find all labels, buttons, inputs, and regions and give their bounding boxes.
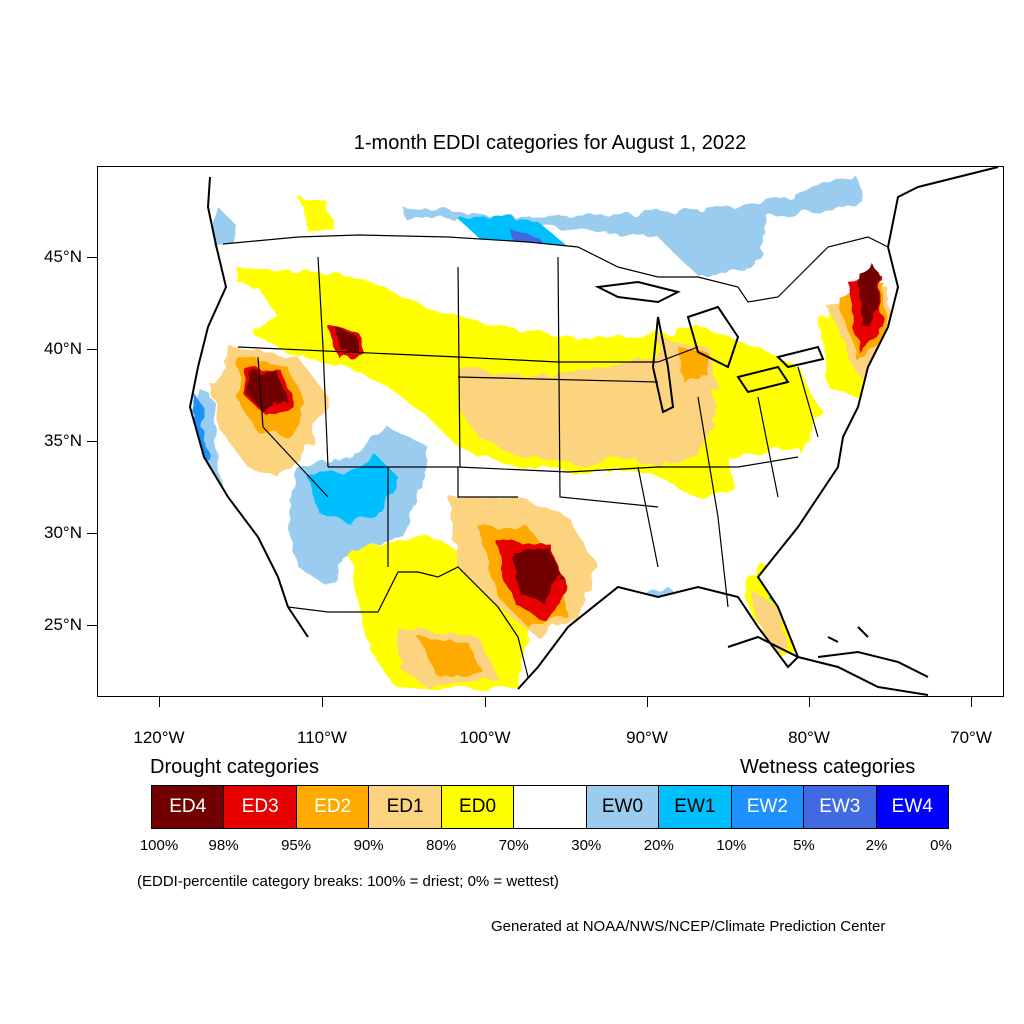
percent-break: 90% — [353, 837, 384, 854]
percent-break: 100% — [139, 837, 179, 854]
caribbean-islands — [817, 626, 929, 678]
legend-box-ed2: ED2 — [296, 786, 370, 828]
percent-break: 0% — [930, 837, 952, 854]
lon-tick — [485, 697, 486, 707]
percent-break: 2% — [865, 837, 888, 854]
legend-box-ew4: EW4 — [876, 786, 948, 828]
great-lakes — [594, 280, 825, 414]
percent-break: 20% — [643, 837, 674, 854]
percent-break: 95% — [281, 837, 312, 854]
borders — [222, 234, 889, 678]
map-title: 1-month EDDI categories for August 1, 20… — [353, 132, 747, 154]
lat-label-40: 40°N — [44, 339, 82, 358]
eddi-map — [97, 166, 1004, 697]
legend-box-ew2: EW2 — [731, 786, 805, 828]
lon-label-70w: 70°W — [950, 728, 992, 747]
category-legend: ED4 ED3 ED2 ED1 ED0 EW0 EW1 EW2 EW3 EW4 — [151, 785, 949, 829]
legend-box-ed4: ED4 — [152, 786, 225, 828]
lat-label-35: 35°N — [44, 431, 82, 450]
lat-tick — [87, 257, 97, 258]
drought-heading: Drought categories — [150, 756, 319, 778]
category-note: (EDDI-percentile category breaks: 100% =… — [137, 873, 559, 890]
lon-tick — [809, 697, 810, 707]
legend-box-ew0: EW0 — [586, 786, 660, 828]
percent-break: 70% — [498, 837, 529, 854]
lon-label-90w: 90°W — [626, 728, 668, 747]
legend-box-ew3: EW3 — [804, 786, 877, 828]
wetness-heading: Wetness categories — [740, 756, 916, 778]
lat-label-30: 30°N — [44, 523, 82, 542]
lon-tick — [971, 697, 972, 707]
legend-box-neutral — [514, 786, 587, 828]
lon-label-100w: 100°W — [459, 728, 511, 747]
lat-label-45: 45°N — [44, 247, 82, 266]
eddi-map-canvas — [188, 167, 999, 696]
lat-tick — [87, 625, 97, 626]
percent-break: 30% — [571, 837, 602, 854]
legend-box-ed3: ED3 — [224, 786, 297, 828]
percent-break: 10% — [716, 837, 747, 854]
lat-label-25: 25°N — [44, 615, 82, 634]
lat-tick — [87, 533, 97, 534]
coastlines — [188, 167, 999, 696]
legend-box-ed0: ED0 — [441, 786, 515, 828]
legend-box-ed1: ED1 — [369, 786, 442, 828]
lon-tick — [322, 697, 323, 707]
lon-tick — [647, 697, 648, 707]
legend-box-ew1: EW1 — [659, 786, 732, 828]
percent-break: 98% — [208, 837, 239, 854]
lon-label-120w: 120°W — [133, 728, 185, 747]
lon-label-80w: 80°W — [788, 728, 830, 747]
credit-line: Generated at NOAA/NWS/NCEP/Climate Predi… — [491, 918, 886, 935]
lat-tick — [87, 441, 97, 442]
lon-label-110w: 110°W — [297, 728, 347, 747]
percent-break: 80% — [426, 837, 457, 854]
percent-break: 5% — [793, 837, 815, 854]
lon-tick — [159, 697, 160, 707]
lat-tick — [87, 349, 97, 350]
